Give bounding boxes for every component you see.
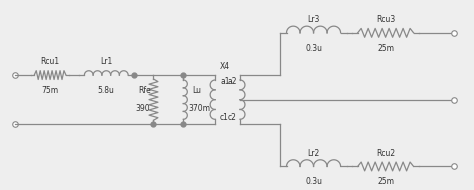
Text: 390: 390 bbox=[136, 104, 151, 113]
Text: 25m: 25m bbox=[377, 44, 394, 53]
Text: Lr2: Lr2 bbox=[308, 149, 319, 158]
Text: 0.3u: 0.3u bbox=[305, 44, 322, 53]
Text: Rfe: Rfe bbox=[138, 86, 151, 95]
Text: c2: c2 bbox=[228, 113, 237, 122]
Text: Rcu2: Rcu2 bbox=[376, 149, 395, 158]
Text: Lr1: Lr1 bbox=[100, 57, 112, 66]
Text: a2: a2 bbox=[228, 77, 237, 86]
Text: 5.8u: 5.8u bbox=[98, 86, 115, 95]
Text: Lu: Lu bbox=[193, 86, 202, 95]
Text: X4: X4 bbox=[220, 62, 230, 71]
Text: Rcu3: Rcu3 bbox=[376, 15, 395, 24]
Text: a1: a1 bbox=[220, 77, 229, 86]
Text: c1: c1 bbox=[220, 113, 229, 122]
Text: 75m: 75m bbox=[42, 86, 59, 95]
Text: Lr3: Lr3 bbox=[307, 15, 320, 24]
Text: 25m: 25m bbox=[377, 177, 394, 186]
Text: 0.3u: 0.3u bbox=[305, 177, 322, 186]
Text: Rcu1: Rcu1 bbox=[41, 57, 60, 66]
Text: 370m: 370m bbox=[188, 104, 210, 113]
